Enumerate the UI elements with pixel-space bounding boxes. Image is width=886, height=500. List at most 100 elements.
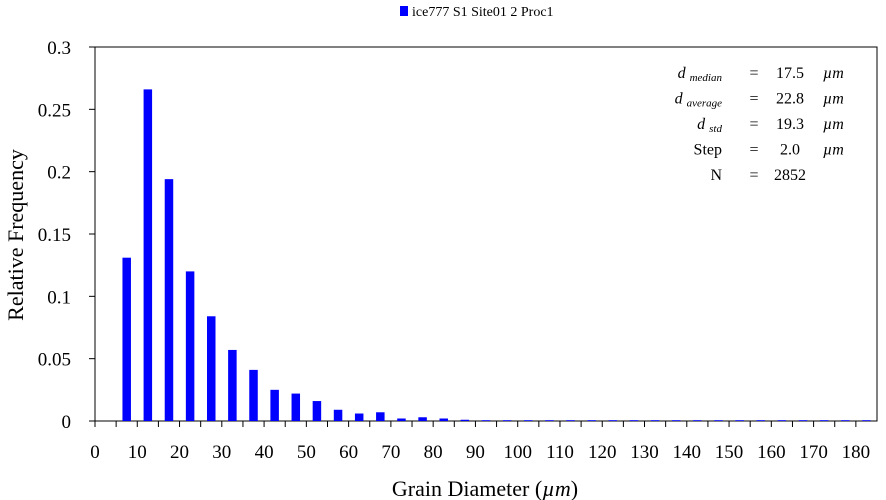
x-tick-label: 70 (381, 442, 400, 463)
bar (418, 417, 427, 421)
stat-subscript: average (687, 98, 723, 110)
stat-subscript: std (709, 123, 722, 135)
x-axis-title: Grain Diameter (µm) (392, 476, 578, 500)
bar (122, 257, 131, 421)
y-tick-label: 0.25 (38, 100, 71, 121)
x-tick-label: 10 (128, 442, 147, 463)
y-tick-label: 0.15 (38, 225, 71, 246)
x-tick-label: 120 (588, 442, 617, 463)
bar (798, 420, 808, 421)
bar (608, 420, 618, 421)
stat-equals: = (749, 116, 758, 133)
stat-symbol: d (697, 116, 709, 133)
bar (841, 420, 850, 421)
stat-symbol: d (678, 65, 690, 82)
y-tick-label: 0.1 (47, 287, 71, 308)
bar (650, 420, 660, 421)
y-tick-label: 0.3 (47, 38, 71, 59)
y-tick-label: 0 (62, 412, 72, 433)
x-tick-label: 110 (546, 442, 574, 463)
x-tick-label: 100 (503, 442, 532, 463)
stat-label: N (710, 167, 722, 184)
bar (693, 420, 702, 421)
x-tick-label: 90 (466, 442, 485, 463)
x-axis-title-unit: µm (542, 476, 571, 500)
bar (502, 420, 512, 421)
bar (270, 389, 279, 421)
x-tick-label: 150 (715, 442, 744, 463)
bar (481, 420, 491, 421)
stat-equals: = (749, 91, 758, 108)
x-tick-label: 130 (630, 442, 659, 463)
x-tick-label: 40 (255, 442, 274, 463)
bar (524, 420, 533, 421)
y-tick-label: 0.2 (47, 163, 71, 184)
bar (587, 420, 596, 421)
stat-equals: = (749, 65, 758, 82)
x-tick-label: 60 (339, 442, 358, 463)
bar (249, 369, 258, 421)
stat-label: d std (697, 116, 722, 135)
bar (185, 271, 195, 421)
stat-unit: µm (823, 142, 844, 159)
bar (671, 420, 681, 421)
x-axis-title-prefix: Grain Diameter ( (392, 476, 542, 500)
stat-symbol: d (675, 91, 687, 108)
stat-unit: µm (823, 65, 844, 82)
stat-equals: = (749, 167, 758, 184)
x-tick-label: 140 (673, 442, 702, 463)
bar (735, 420, 744, 421)
bar (566, 420, 575, 421)
stat-value: 22.8 (776, 91, 804, 108)
legend-label: ice777 S1 Site01 2 Proc1 (412, 5, 554, 20)
x-tick-label: 30 (212, 442, 231, 463)
stat-equals: = (749, 142, 758, 159)
bar (164, 179, 174, 421)
bar (862, 420, 871, 421)
bars (122, 89, 871, 422)
bar (376, 412, 385, 421)
legend-swatch (400, 6, 408, 16)
x-tick-label: 20 (170, 442, 189, 463)
bar (397, 418, 406, 421)
stat-value: 2.0 (780, 142, 800, 159)
bar (354, 413, 364, 421)
bar (714, 420, 723, 421)
y-tick-label: 0.05 (38, 350, 71, 371)
bar (629, 420, 639, 421)
stat-label: d median (678, 65, 723, 84)
x-tick-label: 80 (424, 442, 443, 463)
x-axis-title-suffix: ) (571, 476, 578, 500)
bar (777, 420, 787, 421)
x-tick-label: 160 (757, 442, 786, 463)
x-tick-label: 170 (799, 442, 828, 463)
bar (228, 349, 237, 421)
stat-label: Step (694, 142, 722, 159)
y-axis-title: Relative Frequency (3, 149, 28, 321)
stat-value: 19.3 (776, 116, 804, 133)
x-axis: 0 10 20 30 40 50 60 70 80 90 100 110 120 130 140 150 160… (90, 421, 870, 463)
bar (460, 419, 470, 421)
bar (333, 409, 343, 421)
bar (756, 420, 766, 421)
bar (819, 420, 829, 421)
bar (206, 316, 216, 421)
stat-unit: µm (823, 91, 844, 108)
bar (545, 420, 554, 421)
stat-subscript: median (690, 72, 723, 84)
stat-value: 17.5 (776, 65, 804, 82)
x-tick-label: 180 (842, 442, 871, 463)
stat-value: 2852 (774, 167, 806, 184)
stat-label: d average (675, 91, 723, 110)
x-tick-label: 0 (90, 442, 100, 463)
x-tick-label: 50 (297, 442, 316, 463)
y-axis: 0 0.05 0.1 0.15 0.2 0.25 0.3 (38, 38, 95, 433)
legend: ice777 S1 Site01 2 Proc1 (400, 5, 554, 20)
statistics-box: d median = 17.5 µm d average = 22.8 µm d std = 19.… (675, 65, 844, 184)
bar (312, 401, 322, 421)
bar (439, 418, 448, 421)
bar (143, 89, 153, 422)
bar (291, 393, 301, 421)
stat-unit: µm (823, 116, 844, 133)
